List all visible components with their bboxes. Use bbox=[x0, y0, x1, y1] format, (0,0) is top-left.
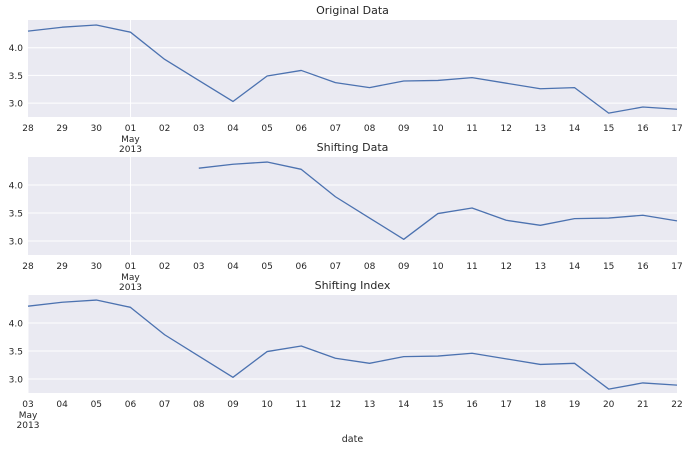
chart-title: Original Data bbox=[316, 4, 389, 17]
x-tick-label: 15 bbox=[603, 124, 614, 134]
y-tick-label: 3.5 bbox=[9, 348, 23, 358]
series-line bbox=[27, 24, 678, 114]
x-tick-label: 20 bbox=[603, 400, 615, 410]
x-major-tick-label: 2013 bbox=[119, 145, 142, 155]
x-tick-label: 10 bbox=[432, 262, 444, 272]
x-tick-label: 15 bbox=[603, 262, 614, 272]
chart-title: Shifting Data bbox=[317, 141, 389, 154]
x-tick-label: 05 bbox=[261, 262, 272, 272]
x-tick-label: 07 bbox=[330, 124, 341, 134]
x-tick-label: 18 bbox=[535, 400, 547, 410]
x-major-tick-label: 2013 bbox=[17, 421, 40, 431]
y-tick-label: 4.0 bbox=[9, 182, 24, 192]
x-tick-label: 04 bbox=[227, 124, 239, 134]
x-tick-label: 11 bbox=[466, 262, 477, 272]
x-tick-label: 06 bbox=[296, 262, 308, 272]
x-tick-label: 02 bbox=[159, 124, 170, 134]
x-tick-label: 09 bbox=[398, 262, 410, 272]
x-tick-label: 13 bbox=[535, 262, 546, 272]
x-tick-label: 17 bbox=[671, 262, 682, 272]
x-tick-label: 17 bbox=[500, 400, 511, 410]
x-tick-label: 13 bbox=[364, 400, 375, 410]
x-tick-label: 11 bbox=[296, 400, 307, 410]
x-tick-label: 11 bbox=[466, 124, 477, 134]
x-tick-label: 12 bbox=[330, 400, 341, 410]
x-tick-label: 17 bbox=[671, 124, 682, 134]
x-tick-label: 08 bbox=[364, 262, 376, 272]
x-tick-label: 04 bbox=[56, 400, 68, 410]
x-tick-label: 22 bbox=[671, 400, 682, 410]
x-tick-label: 03 bbox=[22, 400, 33, 410]
plot-area bbox=[28, 157, 677, 255]
x-tick-label: 29 bbox=[56, 262, 68, 272]
x-tick-label: 05 bbox=[91, 400, 102, 410]
chart-title: Shifting Index bbox=[315, 279, 391, 292]
x-tick-label: 03 bbox=[193, 262, 204, 272]
plot-area bbox=[28, 295, 677, 393]
x-tick-label: 06 bbox=[296, 124, 308, 134]
x-tick-label: 19 bbox=[569, 400, 581, 410]
y-tick-label: 3.0 bbox=[9, 100, 24, 110]
plot-area bbox=[28, 20, 677, 117]
x-tick-label: 14 bbox=[569, 262, 581, 272]
x-tick-label: 21 bbox=[637, 400, 648, 410]
x-major-tick-label: May bbox=[121, 273, 140, 283]
x-tick-label: 12 bbox=[500, 124, 511, 134]
x-axis-label: date bbox=[342, 434, 364, 445]
x-tick-label: 01 bbox=[125, 262, 136, 272]
x-tick-label: 01 bbox=[125, 124, 136, 134]
x-tick-label: 15 bbox=[432, 400, 443, 410]
x-tick-label: 28 bbox=[22, 262, 34, 272]
x-tick-label: 06 bbox=[125, 400, 137, 410]
y-tick-label: 3.5 bbox=[9, 210, 23, 220]
x-tick-label: 10 bbox=[261, 400, 273, 410]
x-tick-label: 30 bbox=[91, 124, 103, 134]
x-tick-label: 16 bbox=[637, 262, 649, 272]
x-tick-label: 14 bbox=[398, 400, 410, 410]
x-tick-label: 14 bbox=[569, 124, 581, 134]
x-tick-label: 12 bbox=[500, 262, 511, 272]
x-tick-label: 10 bbox=[432, 124, 444, 134]
y-tick-label: 3.5 bbox=[9, 72, 23, 82]
y-tick-label: 4.0 bbox=[9, 44, 24, 54]
x-tick-label: 03 bbox=[193, 124, 204, 134]
x-tick-label: 08 bbox=[364, 124, 376, 134]
x-tick-label: 13 bbox=[535, 124, 546, 134]
x-major-tick-label: May bbox=[19, 411, 38, 421]
x-tick-label: 16 bbox=[466, 400, 478, 410]
x-tick-label: 09 bbox=[398, 124, 410, 134]
x-tick-label: 08 bbox=[193, 400, 205, 410]
series-line bbox=[27, 299, 678, 390]
x-tick-label: 30 bbox=[91, 262, 103, 272]
x-major-tick-label: 2013 bbox=[119, 283, 142, 293]
y-tick-label: 3.0 bbox=[9, 376, 24, 386]
x-tick-label: 02 bbox=[159, 262, 170, 272]
x-tick-label: 07 bbox=[159, 400, 170, 410]
x-tick-label: 09 bbox=[227, 400, 239, 410]
x-tick-label: 04 bbox=[227, 262, 239, 272]
x-tick-label: 05 bbox=[261, 124, 272, 134]
x-tick-label: 16 bbox=[637, 124, 649, 134]
x-tick-label: 28 bbox=[22, 124, 34, 134]
y-tick-label: 4.0 bbox=[9, 320, 24, 330]
x-major-tick-label: May bbox=[121, 135, 140, 145]
x-tick-label: 29 bbox=[56, 124, 68, 134]
x-tick-label: 07 bbox=[330, 262, 341, 272]
y-tick-label: 3.0 bbox=[9, 238, 24, 248]
